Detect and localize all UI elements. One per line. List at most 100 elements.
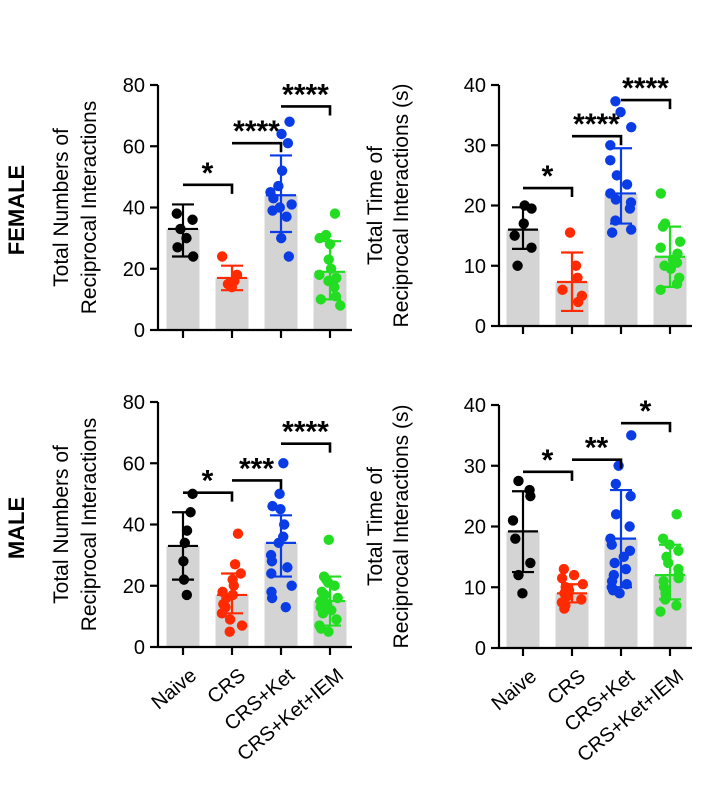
male-number-panel: Total Numbers of Reciprocal Interactions 0… bbox=[50, 392, 352, 659]
significance-label: * bbox=[640, 395, 652, 428]
y-tick-label: 10 bbox=[464, 256, 486, 278]
data-point bbox=[512, 260, 523, 271]
data-point bbox=[610, 194, 622, 205]
data-point bbox=[172, 242, 183, 253]
data-point bbox=[671, 509, 682, 520]
data-point bbox=[280, 601, 291, 613]
y-axis-label-line: Reciprocal Interactions bbox=[78, 418, 101, 632]
data-point bbox=[517, 588, 528, 599]
significance-bracket bbox=[281, 442, 332, 453]
data-point bbox=[611, 170, 623, 181]
data-point bbox=[507, 515, 519, 526]
data-point bbox=[267, 500, 278, 512]
y-axis-label: Total Numbers of Reciprocal Interactions bbox=[50, 418, 101, 632]
y-tick-label: 20 bbox=[464, 196, 486, 218]
data-point bbox=[509, 230, 520, 241]
data-point bbox=[331, 272, 342, 284]
data-point bbox=[558, 563, 570, 575]
data-point bbox=[626, 430, 637, 441]
y-tick-label: 20 bbox=[123, 259, 145, 281]
data-point bbox=[335, 300, 346, 311]
significance-label: * bbox=[542, 444, 554, 477]
significance-label: ** bbox=[585, 432, 609, 465]
data-point bbox=[187, 214, 198, 225]
y-tick-label: 20 bbox=[464, 517, 486, 539]
data-point bbox=[274, 488, 285, 500]
y-axis-label: Total Numbers of Reciprocal Interactions bbox=[50, 101, 101, 315]
data-point bbox=[267, 205, 278, 216]
data-point bbox=[568, 569, 580, 581]
row-label-male: MALE bbox=[4, 497, 29, 559]
data-point bbox=[224, 614, 236, 625]
data-point bbox=[674, 236, 686, 247]
data-point bbox=[181, 589, 193, 601]
y-tick-label: 30 bbox=[464, 456, 486, 478]
data-point bbox=[525, 557, 536, 569]
y-tick-label: 0 bbox=[475, 638, 486, 660]
data-point bbox=[525, 490, 536, 502]
data-point bbox=[276, 128, 287, 140]
female-time-panel: Total Time of Reciprocal Interactions (s)… bbox=[364, 72, 692, 338]
data-point bbox=[171, 208, 182, 219]
y-axis-label-line: Reciprocal Interactions bbox=[78, 101, 101, 315]
data-point bbox=[329, 208, 341, 219]
data-point bbox=[559, 603, 570, 614]
y-axis-label: Total Time of Reciprocal Interactions (s) bbox=[364, 84, 413, 328]
female-number-panel: Total Numbers of Reciprocal Interactions 0… bbox=[50, 75, 352, 342]
data-point bbox=[526, 203, 537, 214]
male-time-panel: Total Time of Reciprocal Interactions (s)… bbox=[364, 395, 692, 660]
data-point bbox=[286, 580, 297, 591]
data-point bbox=[224, 626, 235, 637]
data-point bbox=[236, 620, 248, 631]
y-tick-label: 30 bbox=[464, 135, 486, 157]
significance-label: * bbox=[202, 465, 214, 498]
data-point bbox=[284, 116, 295, 127]
data-point bbox=[570, 260, 582, 271]
y-tick-label: 80 bbox=[123, 392, 145, 414]
data-point bbox=[564, 227, 576, 238]
data-point bbox=[216, 251, 228, 262]
significance-bracket bbox=[572, 458, 623, 469]
y-tick-label: 0 bbox=[134, 637, 145, 659]
y-tick-label: 60 bbox=[123, 136, 145, 158]
data-point bbox=[606, 539, 617, 550]
y-tick-label: 20 bbox=[123, 576, 145, 598]
significance-bracket bbox=[232, 479, 283, 490]
significance-bracket bbox=[183, 183, 234, 194]
data-point bbox=[276, 232, 287, 244]
significance-label: **** bbox=[282, 416, 329, 449]
data-point bbox=[655, 606, 666, 617]
data-point bbox=[614, 588, 625, 599]
significance-label: * bbox=[202, 157, 214, 190]
data-point bbox=[655, 242, 666, 253]
data-point bbox=[625, 224, 637, 235]
significance-bracket bbox=[572, 134, 623, 146]
data-point bbox=[626, 121, 637, 133]
data-point bbox=[556, 572, 568, 584]
data-point bbox=[286, 199, 297, 210]
data-point bbox=[671, 600, 682, 611]
y-tick-label: 40 bbox=[123, 515, 145, 537]
y-axis-label-line: Reciprocal Interactions (s) bbox=[390, 84, 413, 328]
data-point bbox=[610, 478, 622, 490]
data-point bbox=[572, 272, 583, 283]
data-point bbox=[557, 284, 568, 296]
data-point bbox=[232, 528, 244, 539]
y-axis-label-line: Total Numbers of bbox=[50, 445, 73, 604]
data-point bbox=[228, 580, 240, 591]
y-axis-label-line: Total Numbers of bbox=[50, 128, 73, 287]
significance-label: *** bbox=[239, 452, 274, 485]
data-point bbox=[282, 137, 294, 149]
data-point bbox=[323, 534, 334, 546]
row-label-female: FEMALE bbox=[4, 165, 29, 255]
data-point bbox=[655, 188, 667, 199]
data-point bbox=[620, 563, 632, 575]
data-point bbox=[283, 251, 295, 262]
data-point bbox=[323, 626, 334, 637]
significance-label: **** bbox=[233, 115, 280, 148]
data-point bbox=[510, 533, 521, 544]
y-axis-label-line: Reciprocal Interactions (s) bbox=[390, 405, 413, 649]
data-point bbox=[282, 562, 293, 573]
significance-bracket bbox=[281, 105, 332, 116]
